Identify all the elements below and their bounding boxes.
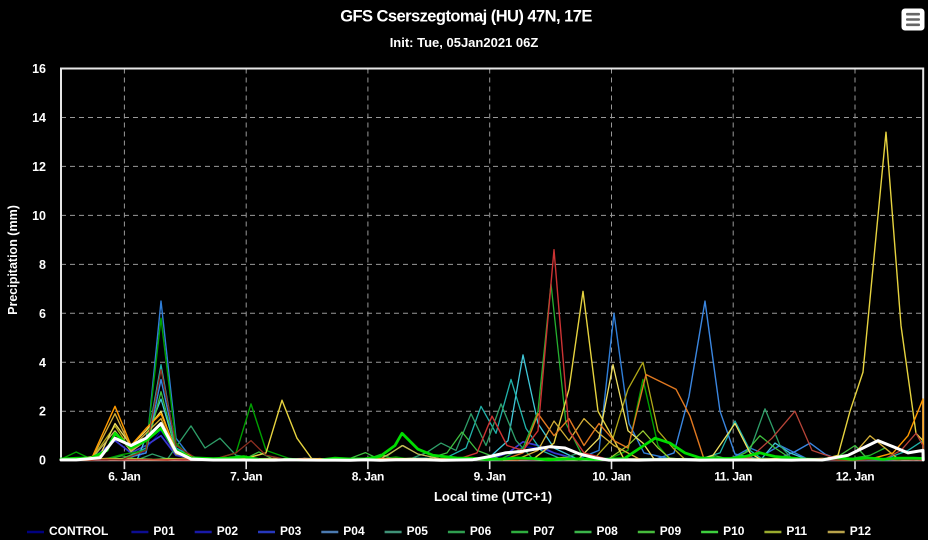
- svg-text:P05: P05: [407, 524, 429, 535]
- svg-text:4: 4: [39, 356, 46, 370]
- svg-text:11. Jan: 11. Jan: [714, 470, 752, 484]
- svg-text:16: 16: [32, 62, 46, 76]
- svg-text:P10: P10: [723, 524, 745, 535]
- svg-text:10. Jan: 10. Jan: [592, 470, 631, 484]
- svg-text:P09: P09: [660, 524, 682, 535]
- svg-text:P06: P06: [470, 524, 492, 535]
- svg-text:14: 14: [32, 111, 46, 125]
- svg-text:12. Jan: 12. Jan: [836, 470, 875, 484]
- svg-text:6. Jan: 6. Jan: [108, 470, 140, 484]
- svg-text:P02: P02: [217, 524, 239, 535]
- svg-text:8. Jan: 8. Jan: [352, 470, 384, 484]
- svg-text:Init: Tue, 05Jan2021 06Z: Init: Tue, 05Jan2021 06Z: [390, 35, 539, 50]
- svg-text:P12: P12: [850, 524, 872, 535]
- svg-text:6: 6: [39, 307, 46, 321]
- svg-text:P07: P07: [533, 524, 555, 535]
- svg-text:P03: P03: [280, 524, 302, 535]
- svg-text:Precipitation (mm): Precipitation (mm): [6, 205, 20, 315]
- svg-text:P08: P08: [597, 524, 619, 535]
- svg-text:8: 8: [39, 258, 46, 272]
- svg-text:10: 10: [32, 209, 46, 223]
- svg-text:2: 2: [39, 405, 46, 419]
- svg-text:P01: P01: [153, 524, 175, 535]
- svg-text:9. Jan: 9. Jan: [474, 470, 506, 484]
- svg-text:Local time (UTC+1): Local time (UTC+1): [434, 489, 552, 504]
- svg-text:P04: P04: [343, 524, 365, 535]
- svg-text:7. Jan: 7. Jan: [230, 470, 262, 484]
- svg-text:CONTROL: CONTROL: [49, 524, 108, 535]
- svg-text:GFS Cserszegtomaj (HU) 47N, 17: GFS Cserszegtomaj (HU) 47N, 17E: [340, 8, 592, 26]
- svg-text:P11: P11: [786, 524, 807, 535]
- svg-text:12: 12: [32, 160, 46, 174]
- svg-text:0: 0: [39, 454, 46, 468]
